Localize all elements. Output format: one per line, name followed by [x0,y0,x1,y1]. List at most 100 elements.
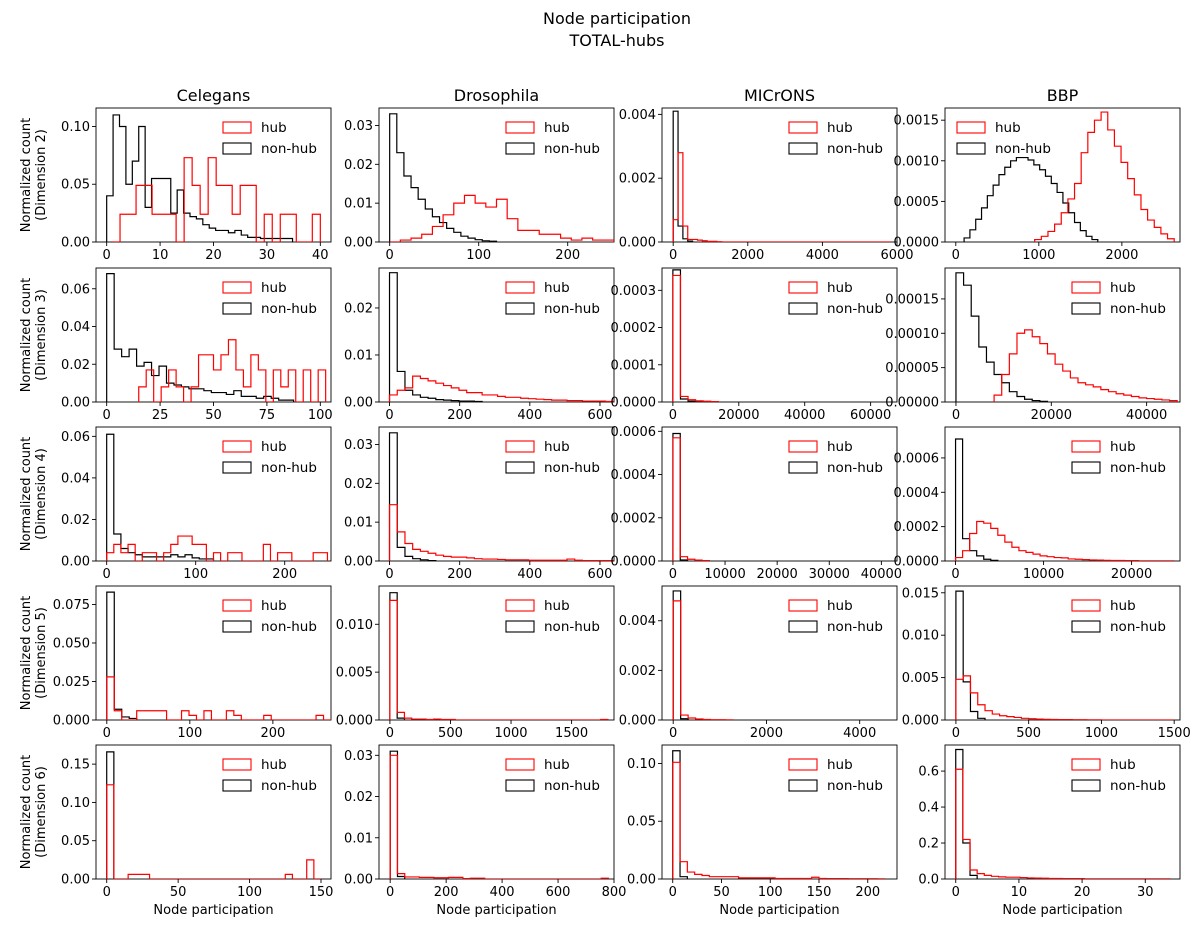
subplot-celegans-dim4: 0 100 200 0.00 0.02 0.04 0.06 hub non-hub [61,426,332,582]
y-tick-label: 0.010 [902,629,939,644]
legend-label-hub: hub [544,757,570,773]
x-tick-label: 0 [669,567,677,582]
y-tick-label: 0.00 [344,236,373,251]
histogram-hub [955,768,1171,879]
legend-label-non-hub: non-hub [995,141,1051,157]
legend-swatch-hub [222,599,252,612]
y-tick-label: 0.04 [61,471,90,486]
legend-swatch-hub [788,440,818,453]
x-tick-label: 10 [1011,885,1028,900]
histogram-hub [672,600,734,720]
histogram-non-hub [106,433,215,561]
x-tick-label: 20000 [718,408,759,423]
legend-label-non-hub: non-hub [544,301,600,317]
subplot-bbp-dim6: 0 10 20 30 0.0 0.2 0.4 0.6 hub non-hub Node partic… [918,744,1181,918]
legend-swatch-non-hub [788,620,818,633]
y-tick-label: 0.004 [619,108,656,123]
legend-label-non-hub: non-hub [261,460,317,476]
y-tick-label: 0.00 [344,873,373,888]
histogram-non-hub [672,269,697,402]
x-tick-label: 30 [1137,885,1154,900]
histogram-hub [388,504,614,561]
axes-frame [661,267,898,403]
legend: hub non-hub [505,120,600,157]
x-tick-label: 200 [555,248,580,263]
legend-swatch-non-hub [505,779,535,792]
y-tick-label: 0.02 [344,158,373,173]
x-tick-label: 600 [588,567,613,582]
row-label-line: Normalized count [19,596,34,711]
axes-frame [661,744,898,880]
legend-swatch-non-hub [956,142,986,155]
legend-swatch-non-hub [222,142,252,155]
histogram-hub [138,339,327,402]
y-tick-label: 0.10 [627,757,656,772]
legend-swatch-non-hub [788,779,818,792]
legend-label-hub: hub [544,598,570,614]
legend-label-non-hub: non-hub [544,778,600,794]
y-tick-label: 0.000 [336,714,373,729]
row-label-line: (Dimension 4) [34,448,49,540]
legend-swatch-hub [1071,599,1101,612]
legend-label-hub: hub [544,280,570,296]
subplot-drosophila-dim4: 0 200 400 600 0.00 0.01 0.02 0.03 hub non-hub [344,426,615,582]
legend-swatch-non-hub [222,620,252,633]
x-tick-label: 10 [152,248,169,263]
x-tick-label: 20000 [1111,567,1152,582]
histogram-hub [672,437,711,561]
legend-swatch-hub [788,599,818,612]
legend-label-hub: hub [261,757,287,773]
legend-swatch-non-hub [1071,302,1101,315]
histogram-hub [389,754,609,879]
legend-swatch-hub [505,281,535,294]
x-axis-label: Node participation [436,903,556,918]
subplot-bbp-dim4: 0 10000 20000 0.0000 0.0002 0.0004 0.0006 hub no… [894,426,1181,582]
legend-label-non-hub: non-hub [261,141,317,157]
legend-swatch-hub [505,599,535,612]
x-tick-label: 0 [103,408,111,423]
y-tick-label: 0.025 [53,675,90,690]
row-label-line: Normalized count [19,118,34,233]
y-tick-label: 0.03 [344,749,373,764]
axes-frame [378,267,615,403]
x-tick-label: 0 [103,567,111,582]
subplot-microns-dim3: 0 20000 40000 60000 0.0000 0.0001 0.0002 0.0003… [611,267,898,423]
x-tick-label: 30 [259,248,276,263]
legend-label-hub: hub [827,280,853,296]
y-tick-label: 0.010 [336,618,373,633]
legend-swatch-non-hub [222,779,252,792]
column-title: Drosophila [454,86,539,105]
subplot-celegans-dim5: 0 100 200 0.000 0.025 0.050 0.075 hub non-hub [53,585,332,741]
x-axis-label: Node participation [1002,903,1122,918]
y-tick-label: 0.0006 [611,425,657,440]
row-label: Normalized count (Dimension 6) [19,755,49,870]
x-tick-label: 600 [588,408,613,423]
y-tick-label: 0.06 [61,430,90,445]
x-tick-label: 0 [386,726,394,741]
legend-swatch-hub [788,281,818,294]
row-label: Normalized count (Dimension 2) [19,118,49,233]
axes-frame [661,107,898,243]
x-tick-label: 10000 [704,567,745,582]
axes-frame [944,744,1181,880]
x-tick-label: 1000 [1085,726,1118,741]
legend: hub non-hub [222,439,317,476]
y-tick-label: 0.02 [344,790,373,805]
histogram-hub [389,194,614,242]
legend-swatch-non-hub [788,302,818,315]
y-tick-label: 0.4 [918,801,939,816]
histogram-non-hub [388,432,437,561]
y-tick-label: 0.01 [344,197,373,212]
y-tick-label: 0.06 [61,282,90,297]
y-tick-label: 0.00010 [885,327,939,342]
subplot-microns-dim6: 0 50 100 150 200 0.00 0.05 0.10 hub non-hub Node p… [627,744,898,918]
legend-label-hub: hub [827,439,853,455]
x-tick-label: 0 [952,408,960,423]
legend: hub non-hub [788,598,883,635]
x-tick-label: 6000 [880,248,913,263]
legend: hub non-hub [505,439,600,476]
legend-swatch-hub [505,758,535,771]
y-tick-label: 0.0002 [611,321,657,336]
x-tick-label: 75 [259,408,276,423]
x-tick-label: 40 [312,248,329,263]
